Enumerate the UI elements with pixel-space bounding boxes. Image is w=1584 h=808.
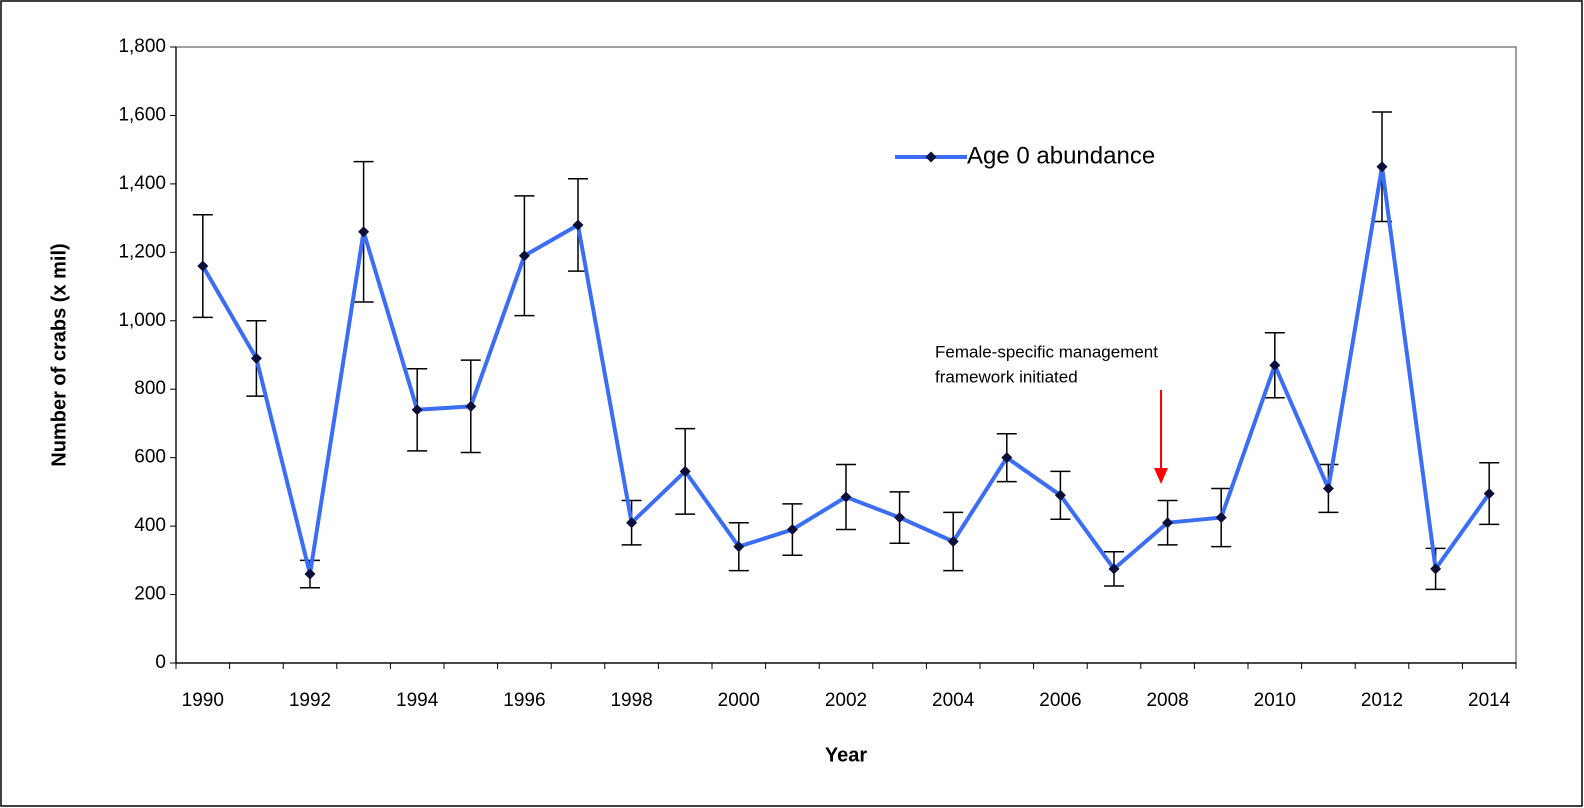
legend-label: Age 0 abundance: [967, 142, 1155, 169]
x-tick-label: 2014: [1468, 690, 1511, 711]
y-tick-label: 1,200: [118, 241, 166, 262]
data-point: [358, 226, 370, 238]
plot-area: [175, 46, 1517, 664]
x-tick-label: 1996: [503, 690, 545, 711]
data-point: [894, 512, 906, 524]
data-point: [250, 352, 262, 364]
y-tick-label: 400: [134, 515, 166, 536]
data-point: [786, 524, 798, 536]
y-tick-label: 1,800: [118, 36, 166, 57]
legend-marker: [925, 151, 937, 163]
data-point: [1162, 517, 1174, 529]
x-tick-label: 2012: [1361, 690, 1403, 711]
data-point: [1269, 359, 1281, 371]
data-point: [679, 465, 691, 477]
data-point: [1108, 563, 1120, 575]
data-point: [733, 541, 745, 553]
y-axis-title: Number of crabs (x mil): [48, 243, 70, 466]
data-point: [197, 260, 209, 272]
data-point: [626, 517, 638, 529]
x-tick-label: 2004: [932, 690, 975, 711]
data-point: [1430, 563, 1442, 575]
y-tick-label: 200: [134, 584, 166, 605]
data-point: [1001, 452, 1013, 464]
x-axis-title: Year: [825, 744, 867, 766]
x-tick-label: 1994: [396, 690, 439, 711]
x-tick-label: 1998: [610, 690, 652, 711]
x-tick-label: 2010: [1254, 690, 1296, 711]
annotation: framework initiated: [935, 367, 1078, 386]
annotation-arrowhead: [1154, 468, 1168, 484]
data-point: [947, 536, 959, 548]
data-point: [1215, 512, 1227, 524]
x-tick-label: 2000: [718, 690, 760, 711]
data-point: [304, 568, 316, 580]
y-tick-label: 0: [155, 652, 166, 673]
data-point: [1322, 482, 1334, 494]
data-point: [1483, 488, 1495, 500]
data-point: [840, 491, 852, 503]
x-tick-label: 1992: [289, 690, 331, 711]
data-point: [1054, 489, 1066, 501]
data-point: [572, 219, 584, 231]
y-tick-label: 1,000: [118, 310, 166, 331]
y-tick-label: 1,400: [118, 173, 166, 194]
x-tick-label: 2002: [825, 690, 867, 711]
annotation: Female-specific management: [935, 342, 1158, 361]
data-point: [1376, 161, 1388, 173]
y-tick-label: 1,600: [118, 104, 166, 125]
x-tick-label: 1990: [182, 690, 224, 711]
y-tick-label: 800: [134, 378, 166, 399]
data-point: [465, 400, 477, 412]
data-point: [411, 404, 423, 416]
x-tick-label: 2006: [1039, 690, 1081, 711]
x-tick-label: 2008: [1146, 690, 1188, 711]
y-tick-label: 600: [134, 447, 166, 468]
data-point: [518, 250, 530, 262]
